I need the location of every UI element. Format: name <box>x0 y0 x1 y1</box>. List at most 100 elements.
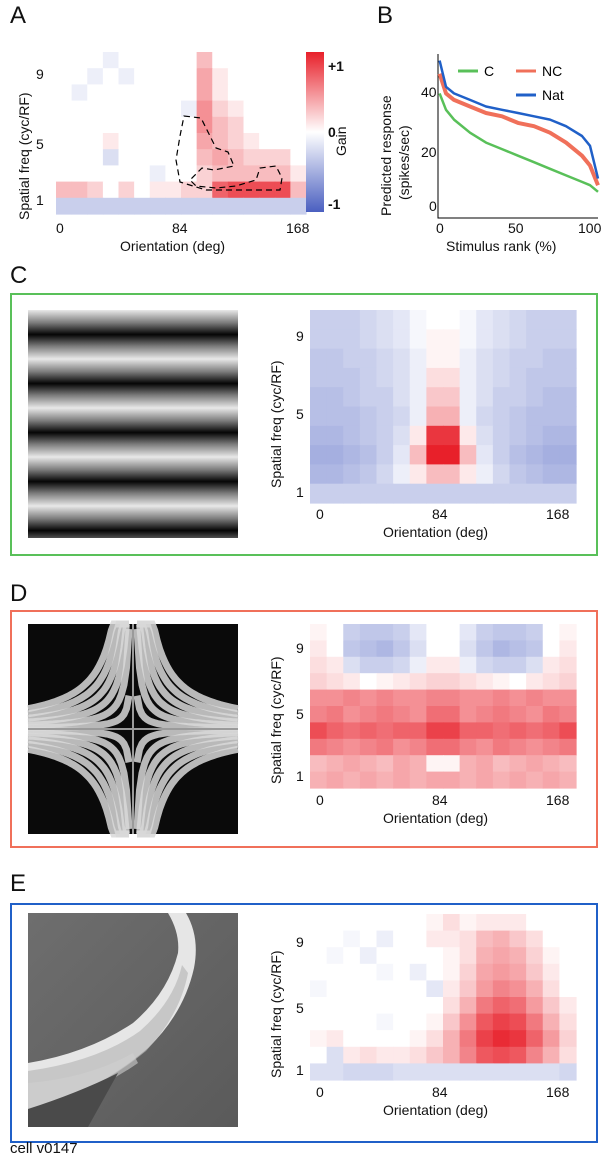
heatmap-cell <box>409 656 427 674</box>
heatmap-cell <box>542 640 560 658</box>
heatmap-cell <box>326 483 344 504</box>
heatmap-cell <box>409 738 427 756</box>
heatmap-cell <box>526 930 544 948</box>
heatmap-cell <box>326 406 344 427</box>
heatmap-cell <box>459 656 477 674</box>
heatmap-cell <box>559 624 577 641</box>
heatmap-cell <box>87 68 104 85</box>
heatmap-cell <box>492 1013 511 1031</box>
heatmap-cell <box>343 771 361 789</box>
heatmap-cell <box>227 116 245 134</box>
heatmap-cell <box>310 755 328 773</box>
heatmap-cell <box>102 133 120 150</box>
heatmap-d-ytick-5: 5 <box>296 706 304 722</box>
heatmap-cell <box>359 406 378 427</box>
heatmap-cell <box>393 310 411 330</box>
heatmap-cell <box>559 947 577 965</box>
heatmap-cell <box>376 1030 394 1048</box>
heatmap-cell <box>476 947 494 965</box>
heatmap-cell <box>393 930 411 948</box>
heatmap-cell <box>376 464 394 485</box>
heatmap-cell <box>409 329 427 350</box>
heatmap-cell <box>118 181 135 199</box>
heatmap-cell <box>343 329 361 350</box>
heatmap-cell <box>459 914 477 932</box>
panel-c-frame <box>10 293 598 556</box>
heatmap-cell <box>165 84 182 102</box>
heatmap-cell <box>343 656 361 674</box>
heatmap-cell <box>559 914 577 932</box>
heatmap-cell <box>542 445 560 465</box>
colorbar-tick-plus1: +1 <box>328 58 344 74</box>
heatmap-cell <box>559 1063 577 1081</box>
heatmap-cell <box>212 165 229 183</box>
heatmap-cell <box>326 914 344 932</box>
heatmap-cell <box>326 387 344 408</box>
heatmap-cell <box>359 1030 378 1048</box>
heatmap-cell <box>326 1063 344 1081</box>
heatmap-cell <box>326 310 344 330</box>
heatmap-cell <box>426 689 444 707</box>
heatmap-cell <box>526 947 544 965</box>
heatmap-cell <box>359 997 378 1015</box>
heatmap-cell <box>56 68 73 85</box>
line-chart-axes <box>437 54 598 219</box>
heatmap-cell <box>542 483 560 504</box>
heatmap-cell <box>376 640 394 658</box>
heatmap-cell <box>359 914 378 932</box>
heatmap-cell <box>509 1046 527 1064</box>
heatmap-cell <box>443 445 461 465</box>
heatmap-cell <box>443 656 461 674</box>
heatmap-cell <box>509 722 527 740</box>
heatmap-cell <box>559 689 577 707</box>
heatmap-cell <box>443 348 461 369</box>
heatmap-d-ylabel: Spatial freq (cyc/RF) <box>268 656 284 784</box>
heatmap-cell <box>526 980 544 998</box>
heatmap-cell <box>542 738 560 756</box>
heatmap-cell <box>227 100 245 118</box>
heatmap-cell <box>310 706 328 723</box>
heatmap-cell <box>526 656 544 674</box>
heatmap-cell <box>443 673 461 691</box>
heatmap-cell <box>476 930 494 948</box>
heatmap-cell <box>393 1013 411 1031</box>
heatmap-cell <box>310 310 328 330</box>
heatmap-cell <box>359 980 378 998</box>
heatmap-cell <box>409 689 427 707</box>
heatmap-cell <box>476 445 494 465</box>
heatmap-cell <box>326 980 344 998</box>
heatmap-cell <box>310 329 328 350</box>
heatmap-cell <box>343 1030 361 1048</box>
heatmap-cell <box>426 464 444 485</box>
heatmap-cell <box>492 310 511 330</box>
heatmap-cell <box>509 367 527 388</box>
heatmap-cell <box>542 689 560 707</box>
heatmap-cell <box>559 1046 577 1064</box>
heatmap-cell <box>181 197 198 215</box>
heatmap-cell <box>476 706 494 723</box>
heatmap-a-ytick-9: 9 <box>36 66 44 82</box>
heatmap-cell <box>227 133 245 150</box>
heatmap-cell <box>559 367 577 388</box>
heatmap-cell <box>212 84 229 102</box>
line-xtick-50: 50 <box>508 220 524 236</box>
heatmap-cell <box>359 673 378 691</box>
heatmap-cell <box>476 406 494 427</box>
heatmap-cell <box>118 100 135 118</box>
heatmap-cell <box>426 624 444 641</box>
heatmap-cell <box>376 997 394 1015</box>
heatmap-cell <box>542 930 560 948</box>
heatmap-cell <box>409 673 427 691</box>
heatmap-cell <box>476 425 494 446</box>
heatmap-cell <box>459 483 477 504</box>
heatmap-cell <box>343 624 361 641</box>
heatmap-cell <box>509 348 527 369</box>
heatmap-cell <box>459 963 477 981</box>
heatmap-cell <box>559 329 577 350</box>
heatmap-cell <box>509 738 527 756</box>
heatmap-cell <box>426 310 444 330</box>
heatmap-cell <box>359 722 378 740</box>
heatmap-cell <box>134 149 151 166</box>
heatmap-cell <box>310 1046 328 1064</box>
heatmap-cell <box>212 149 229 166</box>
